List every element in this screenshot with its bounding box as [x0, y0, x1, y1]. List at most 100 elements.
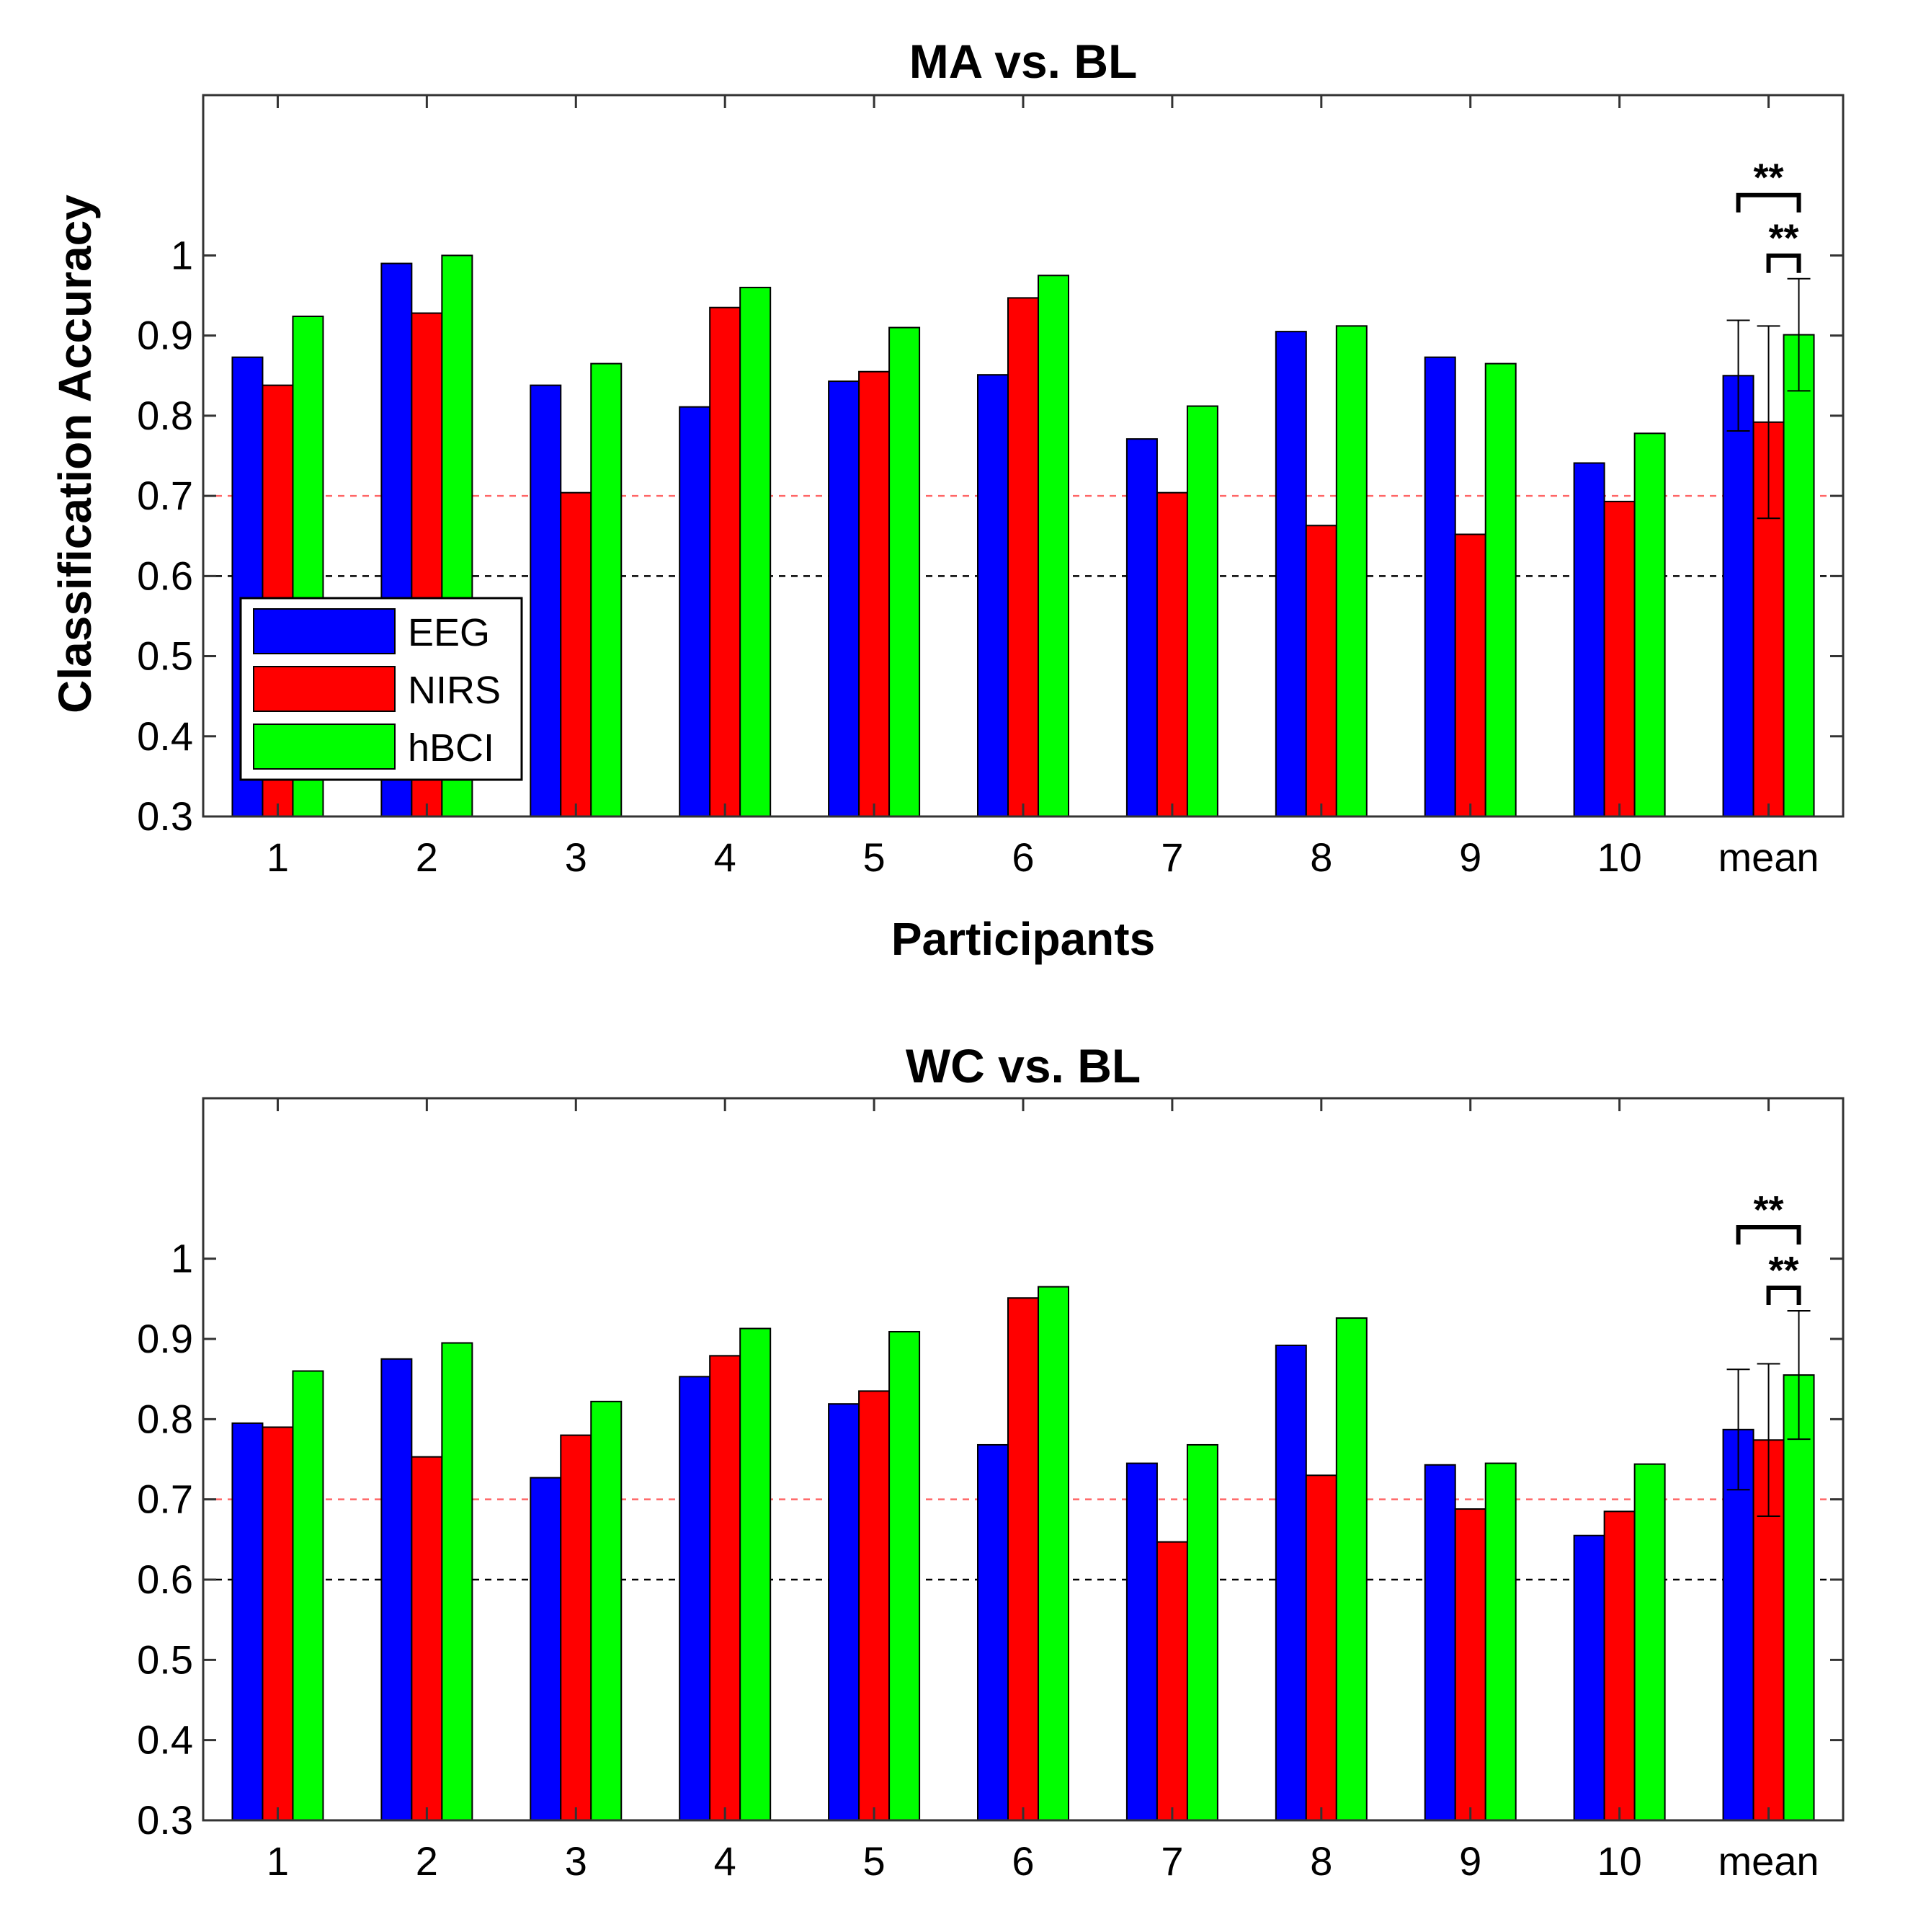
x-tick-label-1: 1 — [267, 1838, 289, 1884]
bar-hbci-7 — [1186, 1443, 1218, 1821]
y-tick-label: 0.6 — [137, 553, 193, 598]
x-tick-label-4: 4 — [714, 1838, 736, 1884]
significance-label-nirs-hbci: ** — [1769, 217, 1799, 260]
x-tick-label-3: 3 — [565, 834, 587, 880]
y-tick-label: 0.4 — [137, 713, 193, 759]
x-axis-label: Participants — [891, 913, 1155, 965]
x-tick-label-8: 8 — [1310, 834, 1332, 880]
x-tick-label-2: 2 — [416, 834, 438, 880]
legend: EEG NIRS hBCI — [239, 597, 523, 781]
bar-hbci-8 — [1335, 1317, 1368, 1821]
bar-hbci-10 — [1633, 1463, 1666, 1822]
bar-nirs-3 — [560, 1434, 592, 1821]
bar-eeg-mean — [1722, 375, 1754, 817]
x-tick-label-2: 2 — [416, 1838, 438, 1884]
chart-title: WC vs. BL — [906, 1039, 1141, 1092]
bar-hbci-1 — [292, 1370, 324, 1821]
x-tick-label-5: 5 — [863, 1838, 886, 1884]
bar-eeg-9 — [1424, 1464, 1456, 1821]
bar-eeg-2 — [380, 1358, 413, 1822]
bar-nirs-3 — [560, 491, 592, 817]
plot-area: ** ** 0.3 0.4 0.5 0.6 0.7 0.8 0.9 1 1 2 3 4 5 6 7 8 9 10 mea… — [137, 1097, 1845, 1884]
significance-bracket-eeg-hbci — [1736, 1225, 1801, 1245]
y-tick-label: 0.7 — [137, 473, 193, 518]
bar-hbci-9 — [1484, 1462, 1517, 1821]
bar-nirs-9 — [1454, 533, 1486, 818]
bar-hbci-7 — [1186, 405, 1218, 817]
significance-bracket-nirs-hbci — [1766, 1286, 1801, 1306]
y-tick-label: 0.8 — [137, 1396, 193, 1441]
y-tick-label: 0.7 — [137, 1477, 193, 1522]
y-tick-label: 1 — [171, 232, 193, 277]
bar-nirs-4 — [709, 1355, 741, 1821]
x-tick-label-9: 9 — [1459, 834, 1481, 880]
bar-hbci-8 — [1335, 325, 1368, 817]
bar-eeg-10 — [1573, 462, 1605, 817]
legend-label-eeg: EEG — [408, 611, 490, 654]
significance-label-nirs-hbci: ** — [1769, 1249, 1799, 1292]
bar-eeg-7 — [1125, 1462, 1158, 1821]
significance-bracket-eeg-hbci — [1736, 192, 1801, 213]
y-tick-label: 0.8 — [137, 393, 193, 438]
bar-hbci-4 — [739, 1327, 772, 1821]
bar-eeg-1 — [231, 1422, 264, 1821]
x-tick-label-3: 3 — [565, 1838, 587, 1884]
y-tick-label: 1 — [171, 1236, 193, 1281]
bar-eeg-10 — [1573, 1534, 1605, 1821]
bar-nirs-7 — [1156, 491, 1188, 817]
bar-nirs-5 — [858, 370, 891, 817]
x-tick-label-mean: mean — [1718, 1838, 1819, 1884]
bar-nirs-10 — [1603, 500, 1636, 817]
chart-title: MA vs. BL — [909, 35, 1138, 88]
bar-nirs-1 — [262, 1426, 294, 1821]
bar-eeg-7 — [1125, 438, 1158, 817]
x-tick-label-10: 10 — [1597, 1838, 1641, 1884]
bar-eeg-9 — [1424, 356, 1456, 817]
bar-hbci-6 — [1038, 275, 1069, 817]
bar-eeg-6 — [977, 1443, 1009, 1821]
bar-hbci-6 — [1038, 1286, 1069, 1821]
y-tick-label: 0.9 — [137, 1316, 193, 1361]
x-tick-label-4: 4 — [714, 834, 736, 880]
y-tick-label: 0.5 — [137, 1637, 193, 1682]
x-tick-label-6: 6 — [1012, 1838, 1034, 1884]
x-tick-label-8: 8 — [1310, 1838, 1332, 1884]
bar-eeg-6 — [977, 374, 1009, 817]
chart-panel-ma-vs-bl: MA vs. BL ** ** 0.3 0.4 0.5 0.6 0.7 0.8 0.9 1 1 2 3 4… — [49, 35, 1845, 965]
x-tick-label-7: 7 — [1161, 1838, 1183, 1884]
y-tick-label: 0.5 — [137, 633, 193, 679]
bar-nirs-2 — [411, 1456, 443, 1822]
legend-label-nirs: NIRS — [408, 669, 501, 712]
bar-hbci-9 — [1484, 362, 1517, 818]
x-tick-label-6: 6 — [1012, 834, 1034, 880]
bar-nirs-10 — [1603, 1510, 1636, 1822]
bar-nirs-4 — [709, 306, 741, 817]
bar-eeg-4 — [679, 1376, 711, 1821]
bar-nirs-6 — [1007, 297, 1039, 817]
x-tick-label-7: 7 — [1161, 834, 1183, 880]
bar-eeg-8 — [1275, 331, 1307, 818]
chart-panel-wc-vs-bl: WC vs. BL ** ** 0.3 0.4 0.5 0.6 0.7 0.8 0.9 1 1 2 3 4… — [137, 1039, 1845, 1884]
bar-hbci-3 — [590, 1400, 623, 1821]
y-axis-label: Classification Accuracy — [49, 195, 101, 713]
bar-nirs-8 — [1305, 525, 1337, 817]
x-tick-label-1: 1 — [267, 834, 289, 880]
bar-hbci-3 — [590, 362, 623, 818]
y-tick-label: 0.3 — [137, 793, 193, 839]
y-tick-label: 0.4 — [137, 1717, 193, 1763]
bar-hbci-5 — [888, 326, 921, 817]
bar-eeg-3 — [530, 384, 562, 817]
bar-hbci-10 — [1633, 432, 1666, 817]
legend-swatch-eeg — [253, 608, 396, 654]
x-tick-label-mean: mean — [1718, 834, 1819, 880]
bar-nirs-5 — [858, 1390, 891, 1822]
y-tick-label: 0.6 — [137, 1557, 193, 1602]
significance-label-eeg-hbci: ** — [1754, 1188, 1784, 1232]
bar-eeg-4 — [679, 406, 711, 817]
y-tick-label: 0.3 — [137, 1797, 193, 1843]
x-tick-label-5: 5 — [863, 834, 886, 880]
bar-nirs-8 — [1305, 1474, 1337, 1822]
y-tick-label: 0.9 — [137, 313, 193, 358]
bar-hbci-mean — [1783, 334, 1815, 817]
